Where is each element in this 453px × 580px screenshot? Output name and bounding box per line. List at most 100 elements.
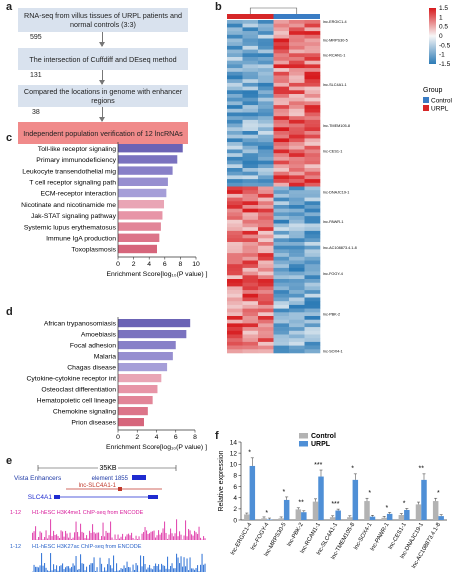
heatmap-cell	[258, 82, 274, 87]
heatmap-cell	[304, 345, 321, 350]
signal-bar	[84, 538, 86, 540]
heatmap-cell	[258, 101, 274, 106]
heatmap-cell	[304, 168, 321, 172]
significance-marker: *	[368, 490, 371, 497]
signal-bar	[134, 569, 136, 572]
heatmap-cell	[289, 160, 305, 165]
signal-bar	[108, 532, 110, 540]
signal-bar	[50, 553, 52, 572]
x-tick-label: 8	[193, 434, 197, 441]
signal-bar	[183, 535, 185, 540]
heatmap-cell	[258, 38, 274, 43]
heatmap-cell	[304, 145, 321, 150]
heatmap-cell	[227, 27, 243, 32]
scale-label: 35KB	[99, 465, 116, 472]
heatmap-cell	[289, 31, 305, 36]
heatmap-cell	[242, 338, 259, 343]
bar	[335, 510, 341, 520]
heatmap-cell	[273, 27, 290, 32]
signal-bar	[123, 539, 125, 540]
element-label: element 1855	[92, 476, 129, 482]
signal-bar	[114, 534, 116, 540]
legend-label: URPL	[431, 106, 449, 113]
heatmap-cell	[242, 308, 259, 313]
signal-bar	[162, 565, 164, 572]
heatmap-cell	[227, 301, 243, 306]
signal-bar	[153, 565, 155, 572]
signal-bar	[204, 563, 206, 572]
heatmap-cell	[258, 330, 274, 335]
flowchart-count: 595	[30, 34, 42, 41]
heatmap-cell	[304, 179, 321, 184]
gene-label: SLC4A1	[28, 494, 53, 501]
heatmap-cell	[304, 190, 321, 195]
signal-bar	[185, 566, 187, 572]
heatmap-cell	[289, 45, 305, 50]
heatmap-cell	[258, 341, 274, 346]
signal-bar	[101, 535, 103, 540]
heatmap-cell	[258, 290, 274, 295]
signal-bar	[95, 533, 97, 540]
heatmap-cell	[289, 301, 305, 306]
heatmap-cell	[258, 219, 274, 224]
heatmap-cell	[304, 275, 321, 280]
signal-bar	[126, 534, 128, 540]
heatmap-cell	[227, 134, 243, 139]
heatmap-cell	[304, 71, 321, 76]
track2-label: H1-hESC H3K27ac ChIP-seq from ENCODE	[32, 544, 142, 550]
heatmap-cell	[227, 227, 243, 232]
signal-bar	[44, 563, 46, 572]
signal-bar	[129, 535, 131, 540]
track2-range: 1-12	[10, 544, 21, 550]
heatmap-cell	[258, 208, 274, 213]
heatmap-cell	[227, 171, 243, 176]
heatmap-cell	[258, 97, 274, 102]
signal-bar	[195, 532, 197, 540]
heatmap-cell	[273, 60, 290, 65]
heatmap-cell	[227, 264, 243, 269]
category-label: Nicotinate and nicotinamide me	[21, 202, 116, 209]
heatmap-cell	[227, 64, 243, 69]
heatmap-cell	[242, 171, 259, 176]
heatmap-cell	[227, 349, 243, 354]
signal-bar	[179, 531, 181, 540]
bar	[329, 517, 336, 520]
signal-bar	[48, 535, 50, 540]
heatmap-cell	[258, 230, 274, 235]
heatmap-cell	[273, 230, 290, 235]
heatmap-cell	[289, 230, 305, 235]
x-axis-title: Enrichment Score[log₁₀(P value) ]	[106, 444, 207, 451]
signal-bar	[35, 526, 37, 540]
heatmap-cell	[289, 186, 305, 191]
heatmap-cell	[273, 156, 290, 161]
heatmap-cell	[242, 267, 259, 272]
heatmap-cell	[289, 182, 305, 187]
signal-bar	[45, 530, 47, 540]
heatmap-cell	[227, 45, 243, 50]
heatmap-cell	[289, 145, 305, 150]
signal-bar	[77, 532, 79, 540]
bar	[347, 517, 353, 520]
heatmap-cell	[227, 168, 243, 172]
heatmap-cell	[304, 234, 321, 239]
heatmap-cell	[304, 249, 321, 254]
bar	[266, 519, 273, 520]
heatmap-cell	[227, 60, 243, 65]
panel-label-f: f	[215, 430, 219, 442]
heatmap-cell	[258, 193, 274, 198]
heatmap-cell	[304, 131, 321, 135]
heatmap-cell	[273, 45, 290, 50]
signal-bar	[63, 536, 65, 540]
heatmap-cell	[227, 164, 243, 169]
heatmap-cell	[289, 205, 305, 209]
heatmap-cell	[289, 34, 305, 39]
heatmap-cell	[273, 238, 290, 243]
heatmap-cell	[289, 119, 305, 124]
group-annotation-cell	[258, 14, 274, 19]
heatmap-cell	[304, 171, 321, 176]
heatmap-cell	[227, 105, 243, 110]
heatmap-cell	[289, 97, 305, 102]
heatmap-cell	[289, 127, 305, 132]
signal-bar	[50, 519, 52, 540]
heatmap-cell	[227, 79, 243, 84]
